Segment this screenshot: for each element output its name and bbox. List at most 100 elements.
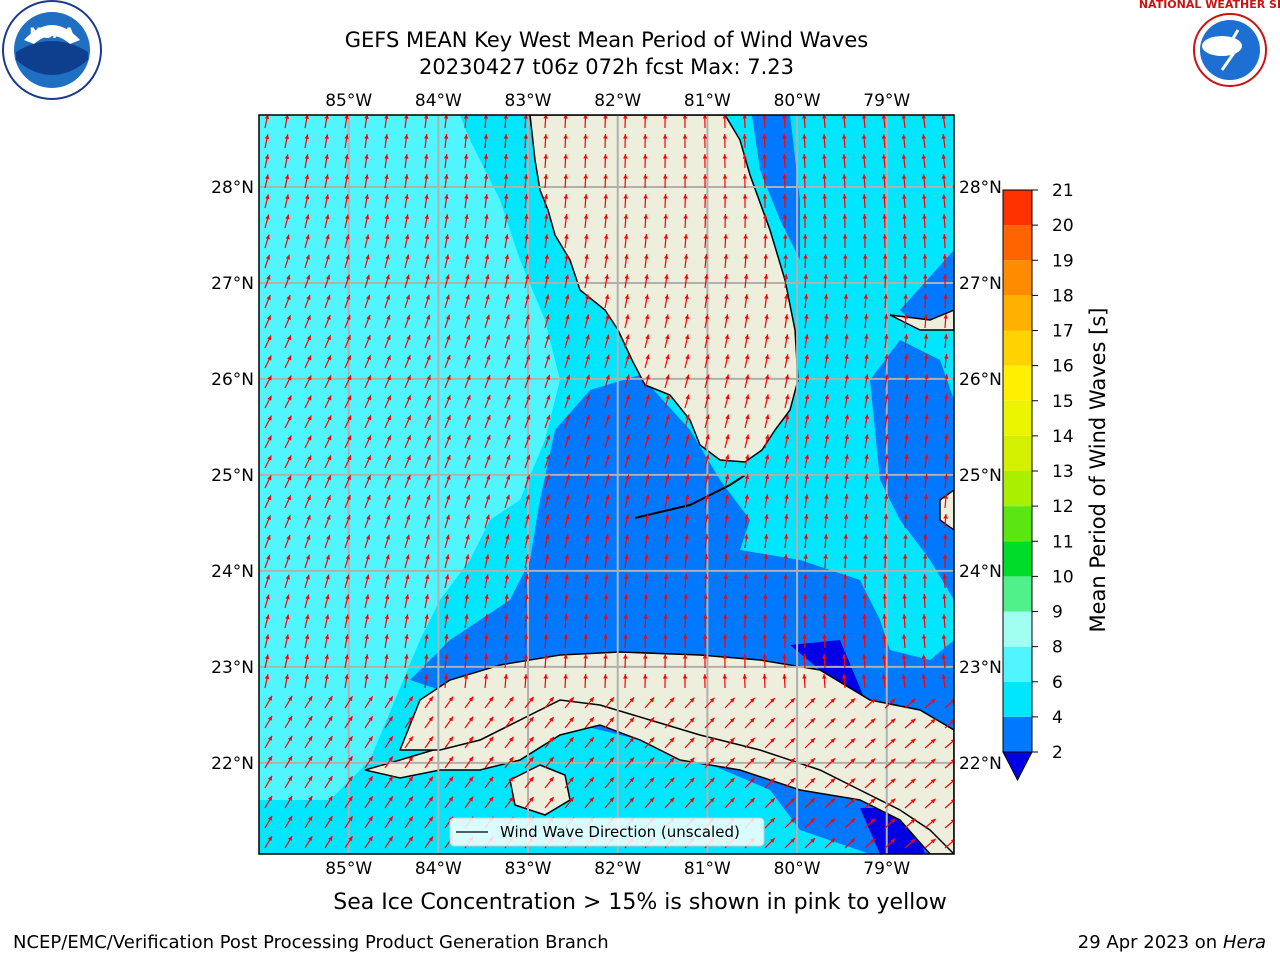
wave-arrow-head-200	[762, 214, 768, 219]
wave-arrow-head-945	[264, 654, 270, 660]
wave-arrow-head-942	[901, 634, 907, 639]
wave-arrow-head-1043	[830, 698, 836, 704]
wave-arrow-head-975	[862, 654, 867, 659]
wave-arrow-head-105	[264, 174, 270, 180]
wave-arrow-head-263	[624, 254, 629, 259]
wave-arrow-head-150	[464, 194, 469, 199]
wave-arrow-head-389	[346, 335, 351, 341]
wave-arrow-head-228	[623, 234, 629, 239]
wave-arrow-head-1138	[629, 757, 635, 763]
wave-arrow-head-467	[506, 374, 511, 380]
wave-arrow-head-181	[384, 214, 390, 220]
wave-arrow-head-771	[286, 554, 291, 560]
wave-arrow-head-524	[944, 394, 949, 399]
wave-arrow-head-1131	[488, 756, 494, 762]
wave-arrow-head-907	[902, 614, 907, 619]
wave-arrow-head-817	[504, 574, 509, 580]
wave-arrow-head-896	[683, 614, 688, 619]
wave-arrow-head-58	[722, 134, 727, 139]
wave-arrow-head-133	[822, 174, 827, 179]
wave-arrow-head-180	[364, 214, 370, 220]
wave-arrow-head-407	[704, 334, 710, 340]
wave-arrow-head-327	[505, 294, 510, 300]
wave-arrow-head-1049	[950, 699, 954, 704]
wave-arrow-head-147	[404, 194, 409, 200]
wave-arrow-head-586	[784, 434, 790, 440]
wave-arrow-head-594	[944, 434, 949, 439]
wave-arrow-head-394	[446, 334, 451, 340]
wave-arrow-head-309	[843, 274, 848, 279]
wave-arrow-head-1191	[287, 795, 293, 801]
wave-arrow-head-676	[485, 494, 491, 500]
wave-arrow-head-668	[326, 495, 331, 501]
wave-arrow-head-87	[603, 154, 608, 159]
wave-arrow-head-1060	[468, 716, 474, 722]
lon-label-bottom-3: 82°W	[594, 859, 641, 879]
wave-arrow-head-14	[543, 115, 548, 119]
wave-arrow-head-853	[524, 594, 529, 599]
wave-arrow-head-1173	[629, 777, 635, 783]
wave-arrow-head-1233	[428, 816, 433, 822]
wave-arrow-head-31	[881, 115, 887, 119]
wave-arrow-head-960	[563, 654, 568, 659]
wave-arrow-head-86	[583, 154, 588, 159]
wave-arrow-head-273	[823, 254, 828, 259]
wave-arrow-head-245	[265, 254, 271, 260]
wave-arrow-head-785	[564, 554, 569, 560]
wave-arrow-head-1114	[850, 738, 856, 744]
wave-arrow-head-713	[525, 514, 530, 520]
wave-arrow-head-657	[804, 474, 809, 480]
lat-label-right-2: 26°N	[959, 370, 1002, 390]
wave-arrow-head-1082	[910, 718, 916, 724]
wave-arrow-head-33	[921, 115, 927, 119]
wave-arrow-head-577	[605, 434, 610, 440]
wave-arrow-head-809	[345, 574, 350, 580]
wave-arrow-head-689	[744, 494, 749, 500]
wave-arrow-head-278	[922, 254, 928, 259]
wave-arrow-head-824	[643, 574, 649, 579]
wave-arrow-head-1222	[910, 798, 916, 804]
wave-arrow-head-1117	[910, 738, 916, 744]
wave-arrow-head-84	[543, 154, 548, 159]
wave-arrow-head-792	[703, 554, 709, 559]
wave-arrow-head-462	[406, 375, 411, 381]
wave-arrow-head-624	[844, 454, 849, 460]
wave-arrow-head-1135	[569, 757, 574, 762]
wave-arrow-head-1163	[428, 776, 433, 782]
wave-arrow-head-759	[744, 534, 749, 539]
wave-arrow-head-897	[703, 614, 708, 619]
wave-arrow-head-320	[366, 294, 371, 300]
wave-arrow-head-229	[643, 234, 649, 239]
wave-arrow-head-239	[842, 234, 848, 239]
wave-arrow-head-114	[444, 174, 449, 179]
wave-arrow-head-1123	[328, 756, 333, 762]
wave-arrow-head-391	[386, 334, 391, 340]
wave-arrow-head-244	[942, 234, 947, 239]
wave-arrow-head-519	[844, 394, 849, 400]
wave-arrow-head-88	[623, 154, 628, 159]
wave-arrow-head-24	[742, 115, 747, 119]
wave-arrow-head-989	[443, 674, 449, 679]
wave-arrow-head-887	[504, 614, 509, 619]
wave-arrow-head-416	[884, 334, 889, 339]
wave-arrow-head-1125	[368, 756, 373, 762]
wave-arrow-head-966	[682, 654, 688, 659]
wave-arrow-head-235	[763, 234, 768, 239]
wave-arrow-head-952	[404, 654, 409, 659]
wave-arrow-head-810	[365, 574, 370, 580]
wave-arrow-head-807	[305, 574, 310, 580]
wave-arrow-head-877	[305, 614, 310, 620]
wave-arrow-head-442	[705, 354, 710, 360]
wave-arrow-head-931	[683, 634, 688, 639]
wave-arrow-head-648	[625, 474, 630, 480]
wave-arrow-head-649	[645, 474, 650, 480]
wave-arrow-head-1021	[388, 696, 393, 702]
wave-arrow-head-552	[804, 414, 810, 420]
wave-arrow-head-118	[523, 174, 529, 179]
wave-arrow-head-685	[665, 494, 670, 500]
wave-arrow-head-1165	[468, 776, 474, 782]
wave-arrow-head-454	[943, 354, 949, 359]
wave-arrow-head-922	[503, 634, 509, 639]
wave-arrow-head-343	[823, 294, 829, 299]
wave-arrow-head-43	[424, 134, 429, 139]
